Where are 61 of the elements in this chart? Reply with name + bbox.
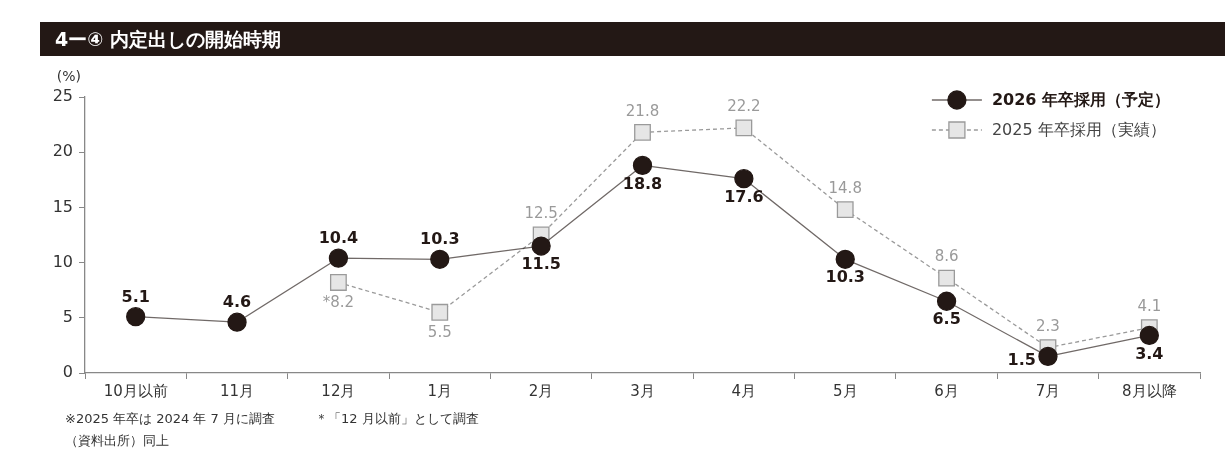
data-label: 18.8 xyxy=(622,173,663,193)
data-label: 5.5 xyxy=(427,322,452,341)
point xyxy=(430,249,450,269)
point xyxy=(1038,346,1058,367)
point xyxy=(835,249,855,269)
x-tick-label: 8月以降 xyxy=(1122,381,1177,400)
data-label: 5.1 xyxy=(121,286,150,306)
data-label: 22.2 xyxy=(727,97,761,116)
data-label: 10.4 xyxy=(318,228,359,248)
y-tick-label: 15 xyxy=(52,196,73,216)
y-tick-label: 10 xyxy=(52,251,73,271)
point xyxy=(632,155,653,176)
y-axis-title: (%) xyxy=(56,68,81,84)
point xyxy=(329,274,347,291)
legend-label: 2026 年卒採用（予定） xyxy=(991,90,1171,110)
y-tick-label: 20 xyxy=(52,141,73,161)
data-label: 4.1 xyxy=(1137,297,1162,316)
x-tick-label: 11月 xyxy=(220,381,255,400)
data-label: 6.5 xyxy=(932,309,961,329)
data-label: 21.8 xyxy=(625,101,660,120)
text: ＊「12 月以前」として調査 xyxy=(315,410,479,428)
x-tick-label: 10月以前 xyxy=(103,381,168,400)
y-tick-label: 25 xyxy=(52,86,73,106)
point xyxy=(734,169,754,189)
x-tick-label: 4月 xyxy=(731,381,757,400)
data-label: 14.8 xyxy=(828,179,862,197)
point xyxy=(836,201,854,219)
x-tick-label: 5月 xyxy=(832,381,858,400)
data-label: 1.5 xyxy=(1007,349,1036,369)
x-tick-label: 2月 xyxy=(528,381,554,400)
data-label: 12.5 xyxy=(524,204,558,223)
x-tick-label: 3月 xyxy=(630,381,655,400)
data-label: 11.5 xyxy=(521,254,561,274)
point xyxy=(1139,325,1159,346)
x-tick-label: 12月 xyxy=(321,381,356,400)
point xyxy=(126,307,146,327)
text: （資料出所）同上 xyxy=(65,432,170,450)
text: ※2025 年卒は 2024 年 7 月に調査 xyxy=(65,410,275,428)
x-tick-label: 6月 xyxy=(934,381,959,400)
point xyxy=(936,291,957,311)
x-tick-label: 1月 xyxy=(427,381,453,400)
point xyxy=(634,123,651,141)
y-tick-label: 0 xyxy=(62,362,73,382)
x-tick-label: 7月 xyxy=(1035,381,1061,400)
data-label: 2.3 xyxy=(1036,317,1060,335)
legend-label: 2025 年卒採用（実績） xyxy=(991,120,1166,140)
data-label: 8.6 xyxy=(934,247,959,266)
chart-title: 4ー④ 内定出しの開始時期 xyxy=(40,22,1225,56)
point xyxy=(938,269,956,287)
y-tick-label: 5 xyxy=(62,306,73,326)
point xyxy=(227,312,247,332)
point xyxy=(735,119,753,137)
data-label: 3.4 xyxy=(1135,343,1164,363)
point xyxy=(328,248,349,268)
data-label: 10.3 xyxy=(825,267,865,287)
data-label: 17.6 xyxy=(724,186,764,206)
point xyxy=(431,303,449,321)
data-label: 10.3 xyxy=(420,229,460,249)
data-label: 4.6 xyxy=(222,292,252,312)
data-label: *8.2 xyxy=(322,292,355,311)
point xyxy=(531,236,551,256)
